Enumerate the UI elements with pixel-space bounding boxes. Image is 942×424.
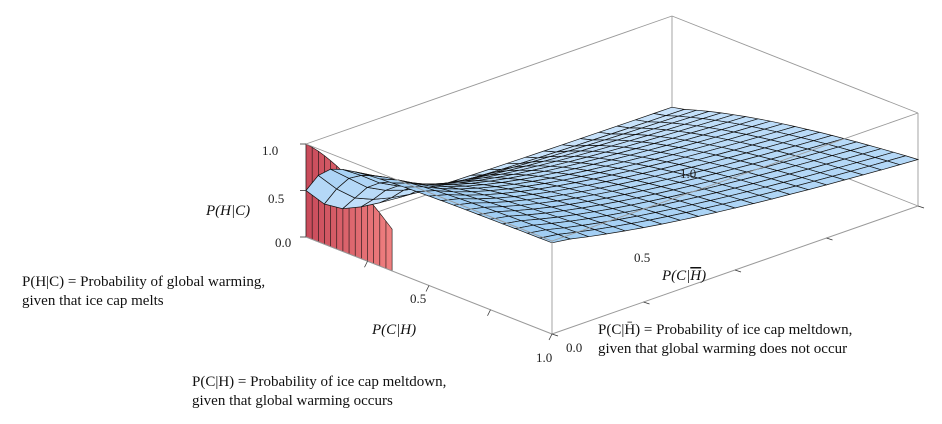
y-definition-line2: given that global warming does not occur — [598, 341, 848, 357]
y-tick-mark — [643, 301, 650, 305]
z-tick-1.0: 1.0 — [262, 143, 278, 158]
box-edge-top-left — [305, 15, 673, 145]
x-definition-line1: P(C|H) = Probability of ice cap meltdown… — [192, 374, 447, 390]
x-tick-mark — [425, 285, 430, 292]
y-tick-1.0: 1.0 — [680, 166, 696, 181]
box-edge-top-front — [305, 143, 553, 242]
y-tick-mark — [551, 333, 559, 337]
x-definition-line2: given that global warming occurs — [192, 393, 393, 409]
probability-surface — [305, 106, 920, 272]
x-tick-mark — [487, 309, 491, 316]
y-tick-mark — [826, 237, 833, 241]
x-tick-1.0: 1.0 — [536, 350, 552, 365]
z-tick-0.0: 0.0 — [275, 235, 291, 250]
surface-cell — [538, 234, 572, 244]
z-axis-label: P(H|C) — [205, 203, 250, 219]
y-axis-label: P(C|H) — [661, 268, 706, 284]
axis-ticks — [300, 143, 925, 341]
x-tick-mark — [364, 261, 368, 268]
y-tick-0.5: 0.5 — [634, 250, 650, 265]
box-edge-top-right — [551, 112, 919, 242]
z-definition-line2: given that ice cap melts — [22, 293, 164, 309]
box-edge-top-back — [671, 15, 919, 114]
x-tick-mark — [548, 333, 553, 341]
y-tick-0.0: 0.0 — [566, 340, 582, 355]
x-definition: P(C|H) = Probability of ice cap meltdown… — [192, 373, 446, 411]
x-tick-0.5: 0.5 — [410, 291, 426, 306]
x-axis-label: P(C|H) — [371, 322, 416, 338]
y-definition-line1: P(C|H̄) = Probability of ice cap meltdow… — [598, 322, 853, 338]
z-definition: P(H|C) = Probability of global warming, … — [22, 273, 265, 311]
y-definition: P(C|H̄) = Probability of ice cap meltdow… — [598, 321, 852, 359]
z-tick-0.5: 0.5 — [268, 191, 284, 206]
y-tick-mark — [917, 205, 925, 209]
z-definition-line1: P(H|C) = Probability of global warming, — [22, 274, 266, 290]
y-tick-mark — [734, 269, 742, 273]
